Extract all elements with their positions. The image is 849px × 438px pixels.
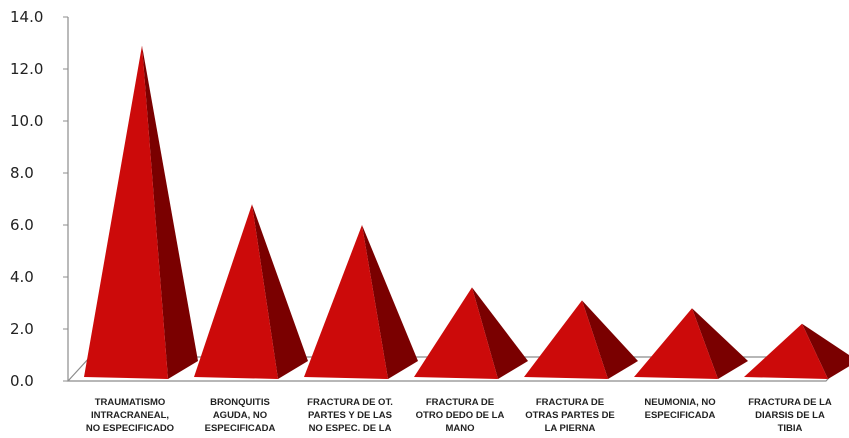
- x-tick-label-line: DIARSIS DE LA: [755, 410, 825, 421]
- y-axis: 0.0 2.0 4.0 6.0 8.0 10.0 12.0 14.0: [10, 8, 69, 390]
- bar-front-face: [304, 225, 388, 379]
- bar-front-face: [524, 300, 608, 379]
- x-tick-label-line: TRAUMATISMO: [95, 397, 166, 408]
- bar: [524, 300, 638, 379]
- bar-front-face: [84, 45, 168, 379]
- x-tick-label-line: MANO: [445, 423, 474, 434]
- x-tick-label: FRACTURA DE LA DIARSIS DE LA TIBIA: [748, 397, 832, 434]
- x-tick-label-line: ESPECIFICADA: [645, 410, 716, 421]
- y-tick-label: 0.0: [10, 372, 34, 390]
- x-tick-label: FRACTURA DE OT. PARTES Y DE LAS NO ESPEC. …: [307, 397, 393, 434]
- x-tick-label-line: PARTES Y DE LAS: [308, 410, 392, 421]
- x-tick-label-line: FRACTURA DE: [426, 397, 494, 408]
- bar-side-face: [472, 287, 528, 379]
- bar: [84, 45, 198, 379]
- bar-side-face: [802, 323, 849, 379]
- bar-side-face: [252, 204, 308, 379]
- x-tick-label-line: NEUMONIA, NO: [644, 397, 715, 408]
- x-tick-label-line: OTRO DEDO DE LA: [416, 410, 505, 421]
- x-tick-label-line: FRACTURA DE OT.: [307, 397, 393, 408]
- bar: [414, 287, 528, 379]
- x-tick-label-line: INTRACRANEAL,: [91, 410, 169, 421]
- x-tick-label-line: LA PIERNA: [545, 423, 596, 434]
- x-tick-label: FRACTURA DE OTRAS PARTES DE LA PIERNA: [525, 397, 615, 434]
- x-tick-label-line: FRACTURA DE: [536, 397, 604, 408]
- bar-front-face: [194, 204, 278, 379]
- y-tick-label: 4.0: [10, 268, 34, 286]
- bar-front-face: [634, 308, 718, 379]
- bar-side-face: [692, 308, 748, 379]
- bar: [744, 323, 849, 379]
- x-tick-label: BRONQUITIS AGUDA, NO ESPECIFICADA: [205, 397, 276, 434]
- bar-front-face: [744, 323, 828, 379]
- y-tick-label: 2.0: [10, 320, 34, 338]
- x-tick-label-line: AGUDA, NO: [213, 410, 267, 421]
- bar-side-face: [582, 300, 638, 379]
- bar: [194, 204, 308, 379]
- bar-front-face: [414, 287, 498, 379]
- bar-side-face: [362, 225, 418, 379]
- x-tick-label: TRAUMATISMO INTRACRANEAL, NO ESPECIFICADO: [86, 397, 174, 434]
- bar: [634, 308, 748, 379]
- x-tick-label-line: FRACTURA DE LA: [748, 397, 832, 408]
- y-tick-label: 12.0: [10, 60, 43, 78]
- y-tick-label: 6.0: [10, 216, 34, 234]
- category-axis: TRAUMATISMO INTRACRANEAL, NO ESPECIFICADO B…: [86, 397, 832, 434]
- y-tick-label: 14.0: [10, 8, 43, 26]
- y-tick-label: 10.0: [10, 112, 43, 130]
- x-tick-label-line: OTRAS PARTES DE: [525, 410, 615, 421]
- plot-area: [84, 45, 849, 379]
- x-tick-label-line: NO ESPEC. DE LA: [309, 423, 392, 434]
- x-tick-label: NEUMONIA, NO ESPECIFICADA: [644, 397, 715, 421]
- bar: [304, 225, 418, 379]
- x-tick-label-line: BRONQUITIS: [210, 397, 270, 408]
- x-tick-label: FRACTURA DE OTRO DEDO DE LA MANO: [416, 397, 505, 434]
- y-tick-label: 8.0: [10, 164, 34, 182]
- x-tick-label-line: ESPECIFICADA: [205, 423, 276, 434]
- x-tick-label-line: NO ESPECIFICADO: [86, 423, 174, 434]
- x-tick-label-line: TIBIA: [778, 423, 803, 434]
- bar-side-face: [142, 45, 198, 379]
